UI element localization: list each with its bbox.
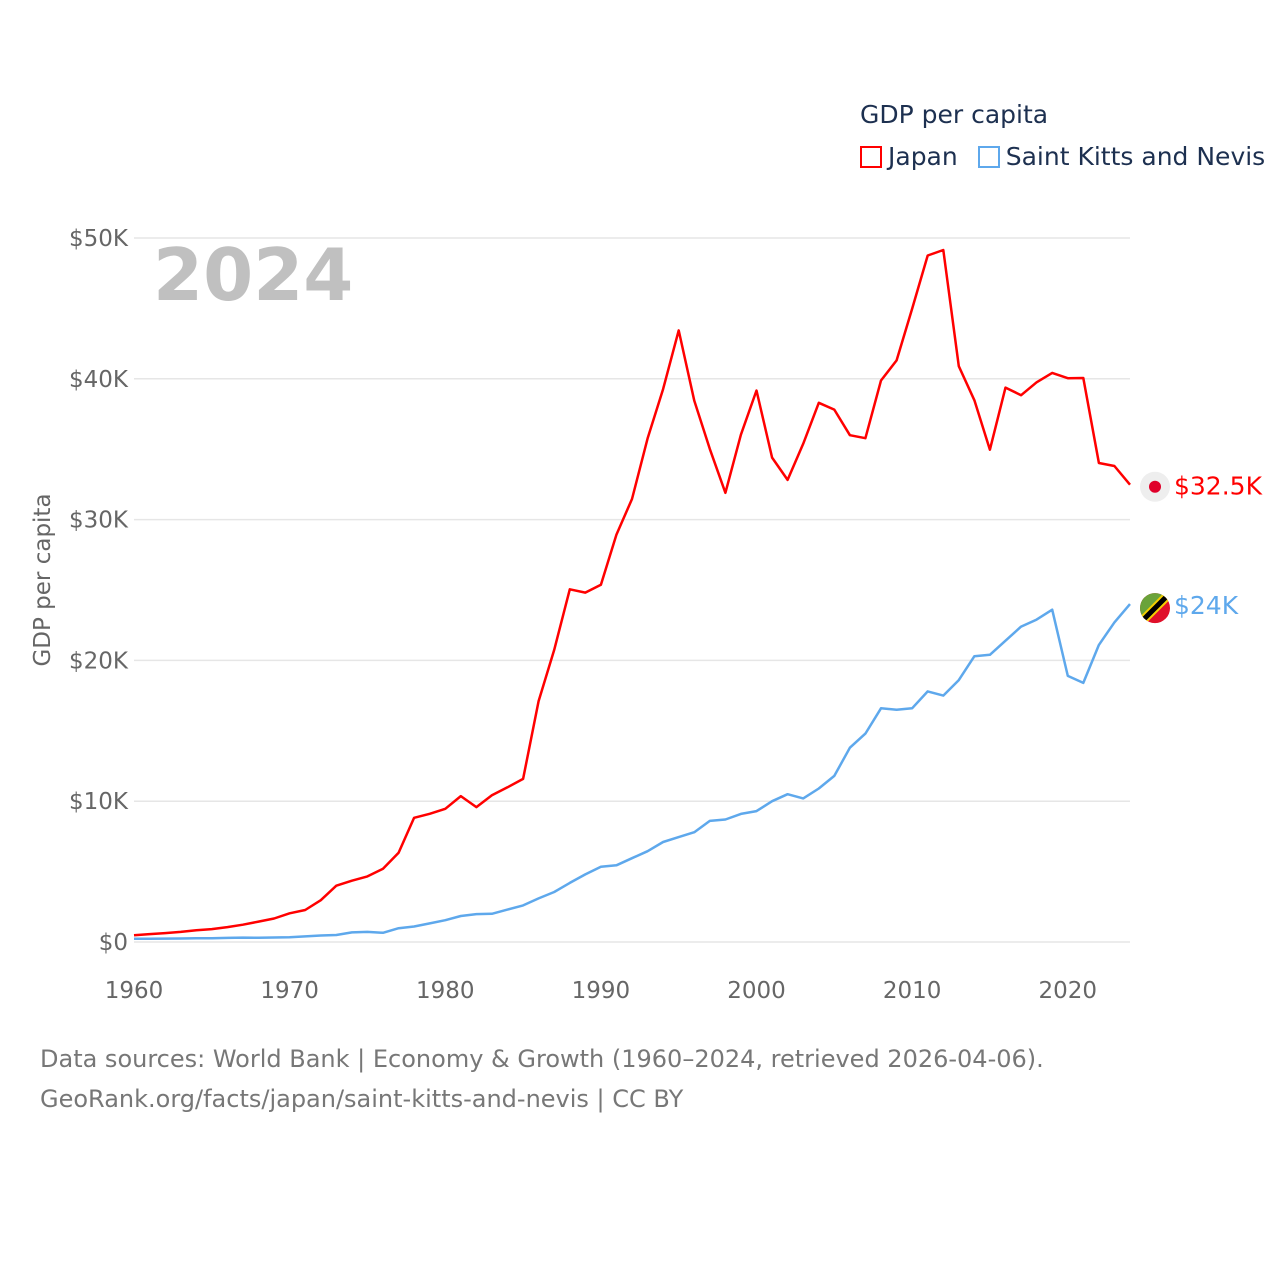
legend-label: Saint Kitts and Nevis [1005,142,1266,171]
y-tick-label: $0 [99,930,128,956]
legend-item-saint-kitts-and-nevis[interactable]: Saint Kitts and Nevis [977,142,1266,171]
x-tick-label: 2020 [1038,978,1097,1004]
y-tick-label: $20K [69,648,129,674]
y-tick-label: $10K [69,789,129,815]
x-tick-label: 2000 [727,978,786,1004]
legend-title: GDP per capita [860,100,1049,129]
legend-item-japan[interactable]: Japan [860,142,958,171]
footer-link[interactable]: GeoRank.org/facts/japan/saint-kitts-and-… [40,1085,684,1113]
legend-swatch-skn [977,145,1000,168]
series-line-saint-kitts-and-nevis [133,603,1131,941]
japan-flag-disc [1149,480,1161,493]
x-tick-label: 1960 [105,978,164,1004]
end-value-label: $32.5K [1174,472,1263,501]
x-tick-label: 2010 [883,978,942,1004]
y-tick-label: $30K [69,508,129,534]
x-tick-label: 1990 [572,978,631,1004]
legend: Japan Saint Kitts and Nevis [860,142,1265,171]
x-tick-label: 1970 [260,978,319,1004]
y-tick-label: $50K [69,226,129,252]
legend-swatch-japan [860,145,882,168]
legend-label: Japan [888,142,958,171]
end-value-label: $24K [1174,591,1239,620]
y-axis-label: GDP per capita [30,493,56,666]
saint-kitts-flag-icon [1140,593,1170,624]
year-watermark: 2024 [153,233,353,317]
y-tick-label: $40K [69,367,129,393]
footer-sources: Data sources: World Bank | Economy & Gro… [40,1045,1044,1073]
x-tick-label: 1980 [416,978,475,1004]
series-line-japan [133,248,1131,937]
